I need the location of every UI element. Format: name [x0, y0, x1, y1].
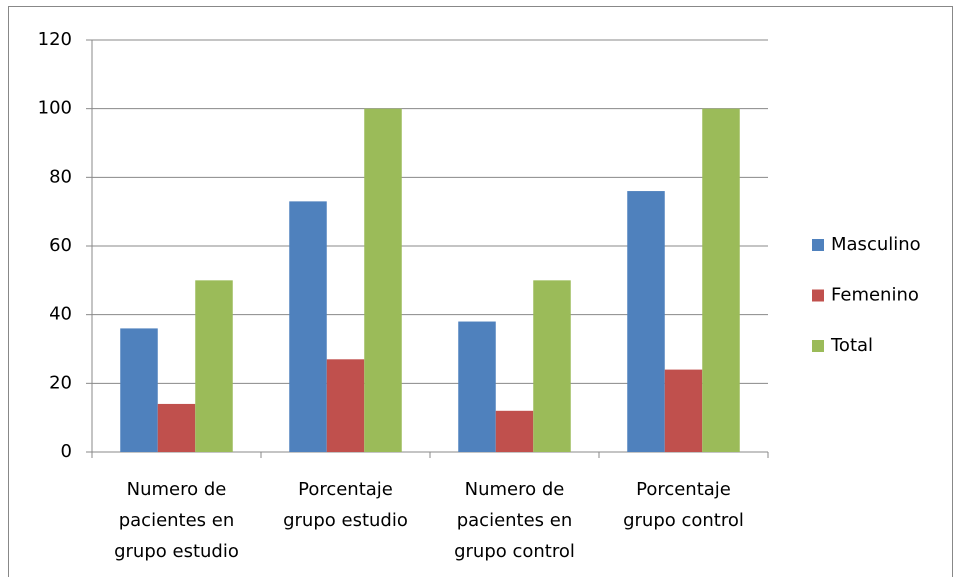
x-tick-label: Porcentaje grupo estudio: [283, 479, 408, 531]
y-tick-label: 60: [49, 235, 72, 256]
legend-swatch: [812, 289, 824, 302]
x-tick-label: Numero de pacientes en grupo estudio: [114, 479, 239, 562]
bar: [326, 359, 365, 452]
bar: [157, 403, 196, 452]
bar: [533, 280, 571, 452]
bar: [702, 108, 740, 453]
bar: [364, 108, 402, 453]
y-tick-label: 100: [38, 98, 72, 119]
bar: [120, 328, 158, 452]
y-tick-label: 120: [38, 29, 72, 50]
legend-swatch: [812, 239, 824, 251]
bar: [627, 191, 665, 453]
x-tick-label: Porcentaje grupo control: [623, 479, 744, 531]
bar: [289, 201, 327, 452]
x-tick-label: Numero de pacientes en grupo control: [454, 479, 575, 562]
bar: [195, 280, 233, 452]
legend-label: Femenino: [831, 285, 919, 306]
y-tick-label: 40: [49, 304, 72, 325]
legend-label: Masculino: [831, 234, 921, 255]
legend-label: Total: [830, 335, 873, 356]
y-tick-label: 80: [49, 166, 72, 187]
bar: [495, 410, 534, 452]
legend-swatch: [812, 340, 824, 352]
y-tick-label: 20: [49, 372, 72, 393]
bar: [458, 321, 496, 452]
chart-frame: [8, 6, 953, 577]
bar: [664, 369, 703, 452]
y-tick-label: 0: [61, 441, 72, 462]
